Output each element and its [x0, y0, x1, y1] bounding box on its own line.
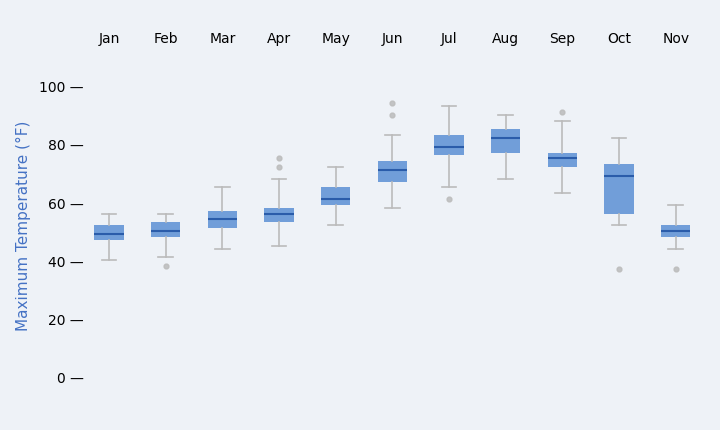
PathPatch shape [207, 211, 237, 229]
PathPatch shape [661, 226, 690, 237]
PathPatch shape [491, 130, 521, 153]
PathPatch shape [434, 136, 464, 156]
PathPatch shape [321, 188, 351, 206]
PathPatch shape [264, 208, 294, 223]
PathPatch shape [378, 162, 407, 182]
Y-axis label: Maximum Temperature (°F): Maximum Temperature (°F) [16, 121, 31, 331]
PathPatch shape [548, 153, 577, 168]
PathPatch shape [604, 165, 634, 214]
PathPatch shape [94, 226, 124, 240]
PathPatch shape [151, 223, 181, 237]
